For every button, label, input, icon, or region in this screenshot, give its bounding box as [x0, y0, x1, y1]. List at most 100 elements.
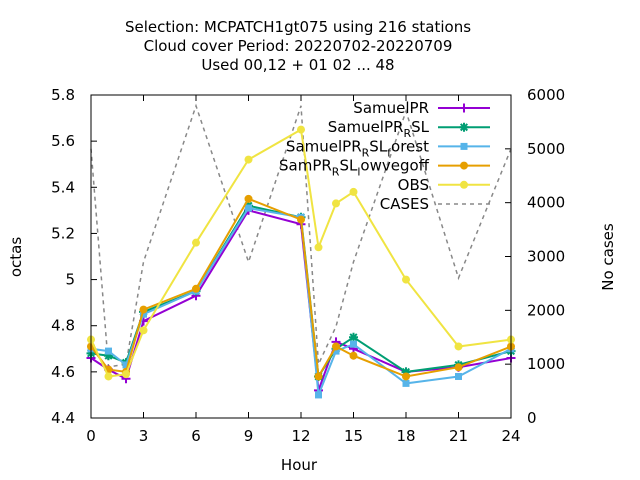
- data-point: [332, 347, 340, 355]
- y2-tick-label: 5000: [527, 140, 565, 158]
- data-point: [402, 379, 410, 387]
- data-point: [349, 332, 358, 342]
- legend-label: SamuelPRRSLforest: [286, 137, 429, 159]
- legend-label-part: SL: [369, 137, 388, 155]
- legend-label-base: SamuelPR: [286, 137, 362, 155]
- series-lines: [86, 103, 516, 399]
- data-point: [332, 199, 340, 208]
- x-tick-label: 12: [291, 427, 310, 445]
- legend-label: OBS: [398, 176, 429, 194]
- y-tick-label: 4.4: [51, 409, 75, 427]
- series-obs: [87, 125, 515, 381]
- data-point: [349, 351, 358, 360]
- y-tick-label: 5.8: [51, 86, 75, 104]
- data-point: [244, 194, 253, 203]
- series-line: [90, 209, 512, 391]
- data-point: [350, 340, 357, 348]
- x-tick-label: 6: [191, 427, 201, 445]
- title-line-2: Cloud cover Period: 20220702-20220709: [144, 37, 453, 55]
- data-point: [245, 204, 252, 212]
- y2-tick-label: 6000: [527, 86, 565, 104]
- legend-label-subscript: l: [357, 166, 360, 179]
- legend-marker: [459, 103, 469, 113]
- y-tick-label: 5: [65, 271, 75, 289]
- legend-label-base: OBS: [398, 176, 429, 194]
- x-tick-label: 3: [139, 427, 149, 445]
- data-point: [349, 187, 358, 196]
- data-point: [105, 347, 112, 355]
- plot-frame: [90, 94, 512, 419]
- data-point: [140, 310, 147, 318]
- legend-label-subscript: R: [362, 146, 370, 159]
- y-axis-label: octas: [7, 237, 25, 277]
- series-line: [90, 103, 512, 368]
- legend-entry: SamuelPR: [353, 99, 490, 117]
- data-point: [402, 372, 410, 381]
- legend-label-base: SamPR: [279, 157, 332, 175]
- data-point: [192, 238, 200, 247]
- legend-label-subscript: f: [387, 146, 392, 159]
- legend-label-base: SamuelPR: [353, 99, 429, 117]
- y2-tick-label: 3000: [527, 248, 565, 266]
- legend-label-subscript: R: [332, 166, 340, 179]
- y2-tick-label: 2000: [527, 301, 565, 319]
- legend-entry: SamPRRSLlowvegoff: [279, 157, 490, 179]
- legend-label-subscript: R: [403, 127, 411, 140]
- data-point: [122, 361, 130, 369]
- y-tick-label: 5.2: [51, 224, 75, 242]
- legend-label: SamuelPRRSL: [328, 118, 430, 140]
- data-point: [315, 391, 322, 399]
- y2-axis-label: No cases: [599, 223, 617, 291]
- data-point: [332, 342, 340, 351]
- series-sampr-rsl-lowvegoff: [87, 194, 515, 381]
- legend-label: SamuelPR: [353, 99, 429, 117]
- legend-marker: [460, 142, 468, 150]
- y-tick-label: 4.8: [51, 317, 75, 335]
- x-tick-label: 24: [501, 427, 520, 445]
- series-line: [90, 197, 512, 380]
- y-tick-label: 5.4: [51, 178, 75, 196]
- chart-title: Selection: MCPATCH1gt075 using 216 stati…: [125, 18, 471, 74]
- data-point: [297, 125, 305, 134]
- legend-label-base: CASES: [380, 195, 429, 213]
- data-point: [104, 351, 113, 361]
- x-tick-label: 18: [396, 427, 415, 445]
- legend: SamuelPRSamuelPRRSLSamuelPRRSLforestSamP…: [279, 99, 490, 213]
- data-point: [314, 372, 323, 381]
- x-axis-label: Hour: [281, 456, 318, 474]
- data-point: [122, 370, 130, 379]
- legend-label-part: orest: [391, 137, 429, 155]
- data-point: [139, 326, 148, 335]
- legend-label-base: SamuelPR: [328, 118, 404, 136]
- data-point: [297, 215, 305, 224]
- legend-entry: CASES: [380, 195, 490, 213]
- x-tick-label: 0: [86, 427, 96, 445]
- y-tick-label: 5.6: [51, 132, 75, 150]
- legend-label: SamPRRSLlowvegoff: [279, 157, 430, 179]
- legend-marker: [460, 161, 468, 170]
- legend-label: CASES: [380, 195, 429, 213]
- data-point: [402, 275, 410, 284]
- title-line-3: Used 00,12 + 01 02 ... 48: [201, 56, 394, 74]
- data-point: [192, 284, 200, 293]
- legend-marker: [459, 122, 469, 132]
- legend-entry: OBS: [398, 176, 490, 194]
- legend-entry: SamuelPRRSL: [328, 118, 490, 140]
- x-tick-label: 15: [344, 427, 363, 445]
- legend-label-part: SL: [339, 157, 358, 175]
- title-line-1: Selection: MCPATCH1gt075 using 216 stati…: [125, 18, 471, 36]
- y2-tick-label: 1000: [527, 355, 565, 373]
- x-tick-label: 9: [244, 427, 254, 445]
- data-point: [139, 305, 148, 314]
- y2-tick-label: 0: [527, 409, 537, 427]
- legend-label-part: owvegoff: [360, 157, 429, 175]
- y-tick-label: 4.6: [51, 363, 75, 381]
- x-tick-label: 21: [449, 427, 468, 445]
- legend-label-part: SL: [411, 118, 430, 136]
- axes: 0 3 6 9 12 15 18 21 24 4.4 4.6 4.8 5 5.2 5.4 5.6 5.8 0 100…: [51, 86, 565, 445]
- data-point: [454, 342, 463, 351]
- legend-entry: SamuelPRRSLforest: [286, 137, 490, 159]
- data-point: [244, 155, 253, 164]
- data-point: [314, 243, 323, 252]
